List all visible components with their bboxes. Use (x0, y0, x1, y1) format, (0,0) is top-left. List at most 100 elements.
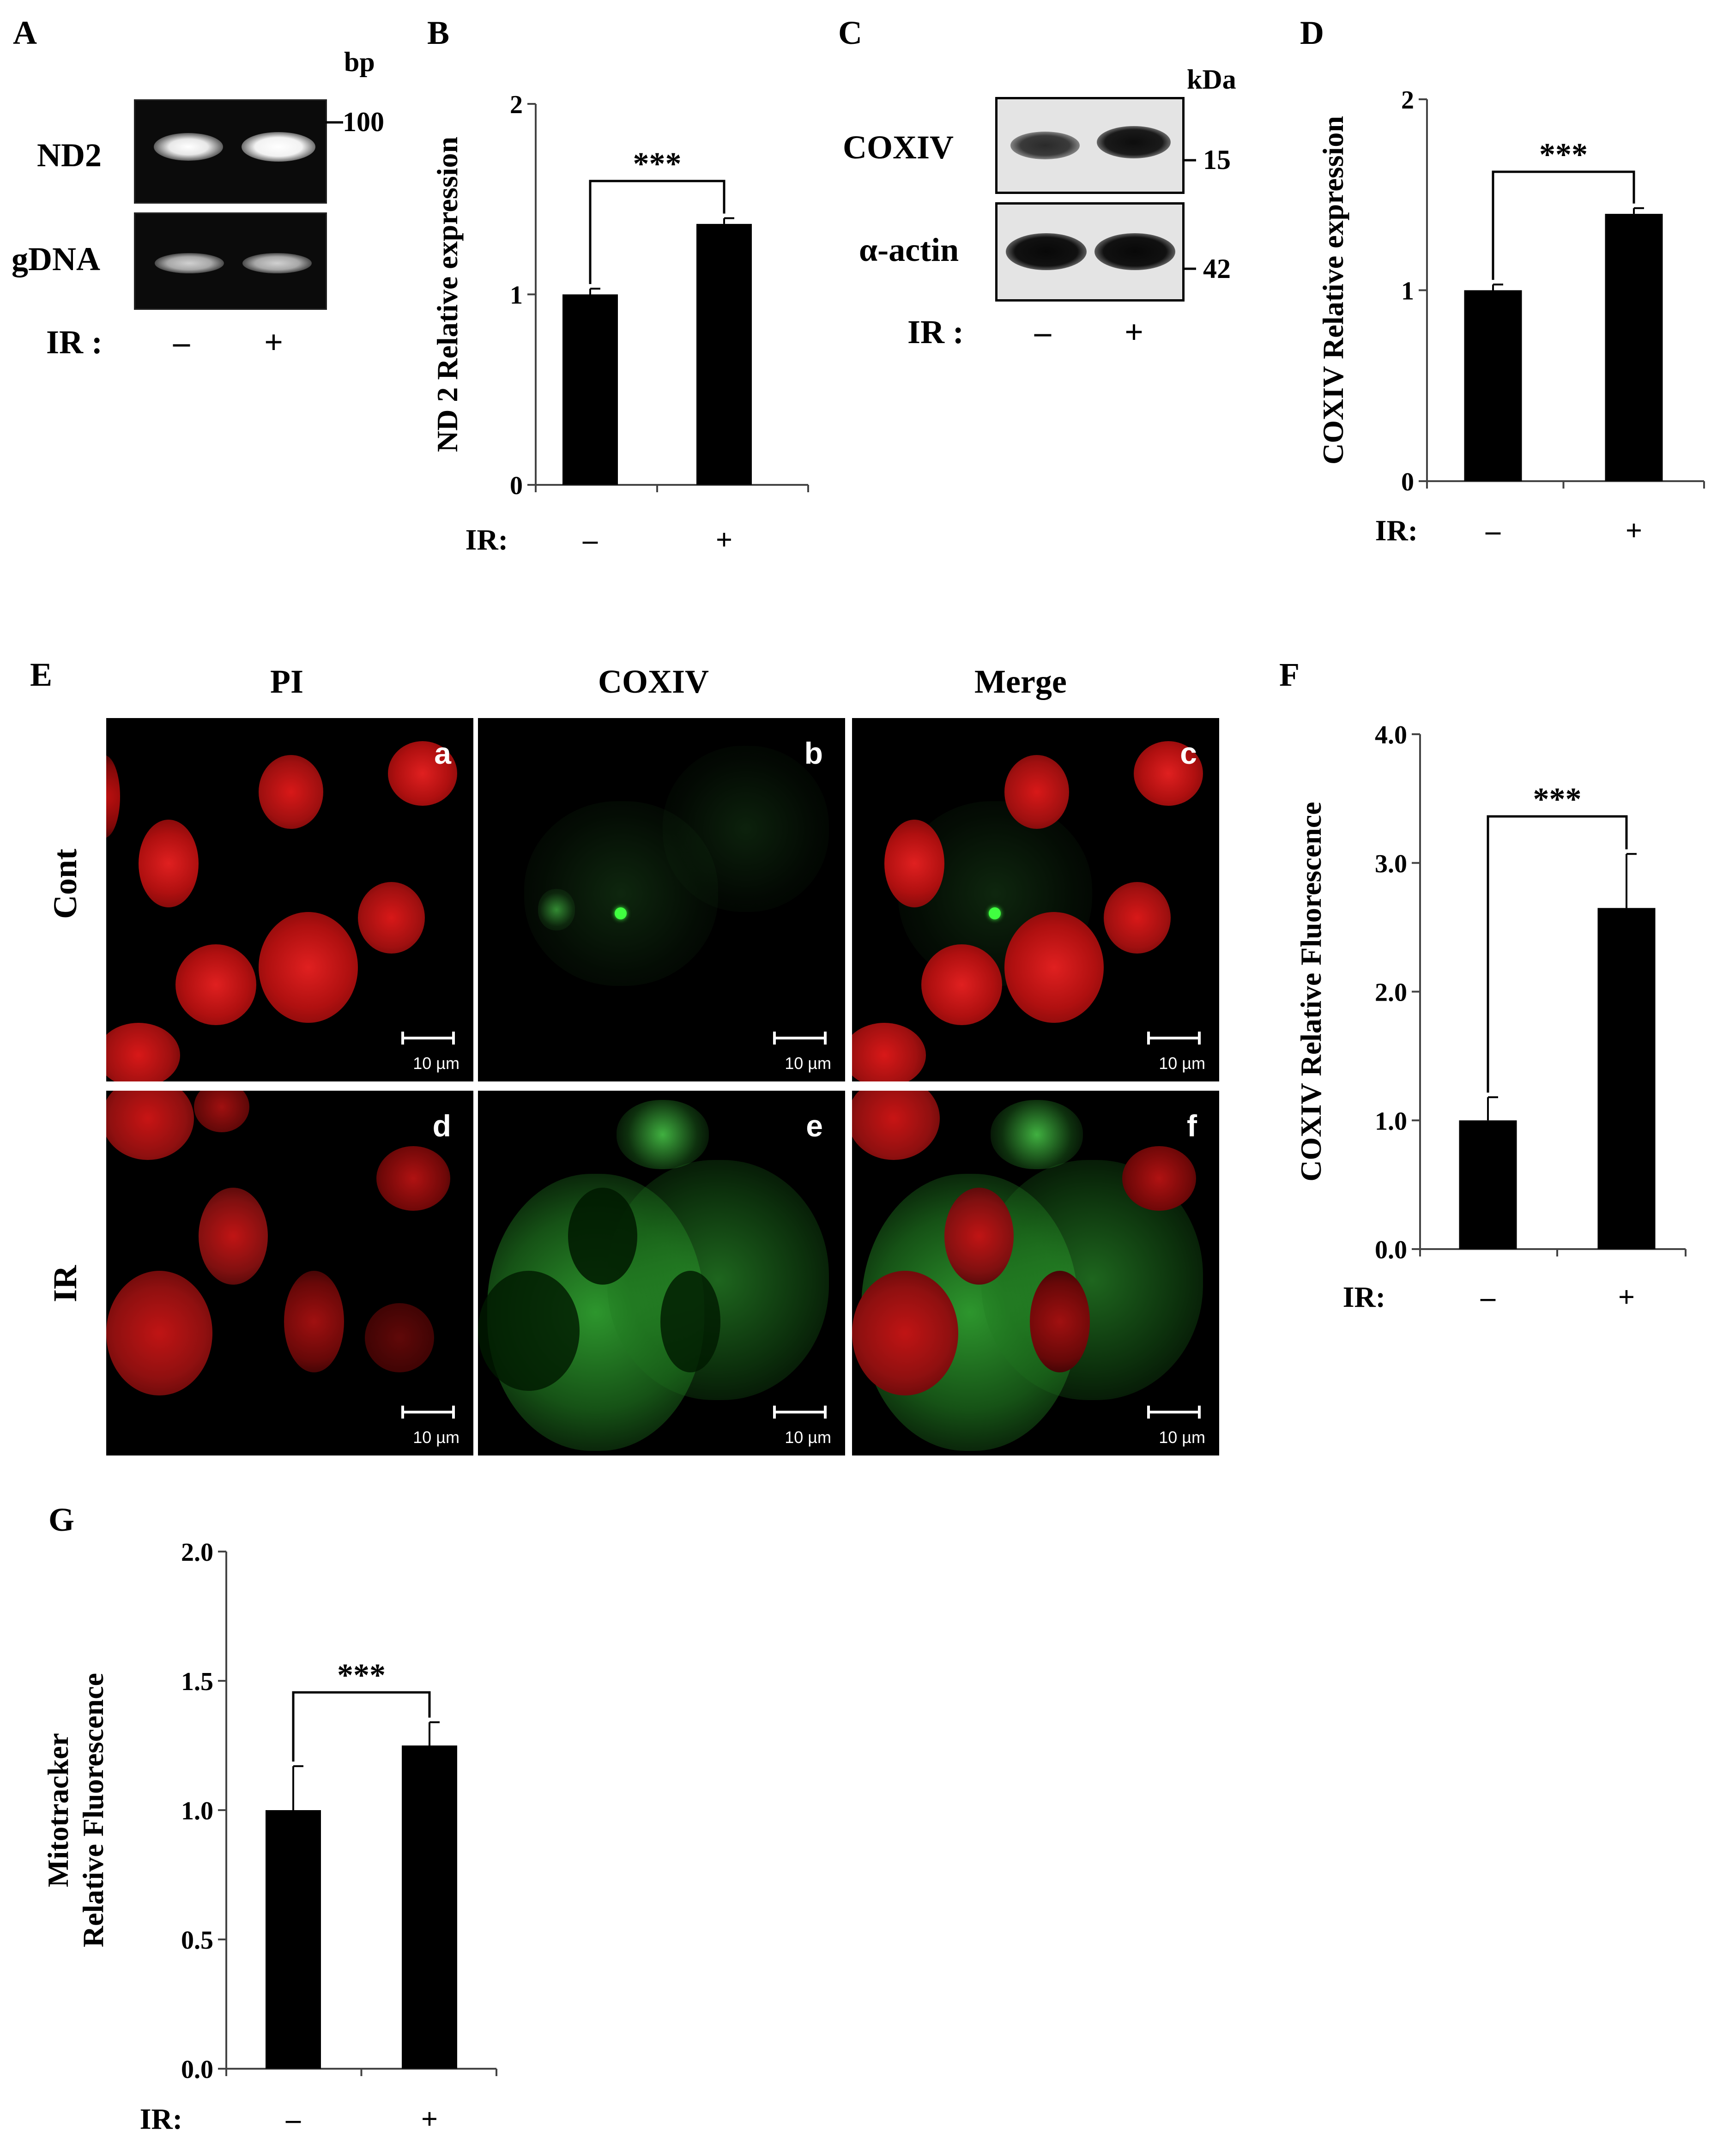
category-label: + (421, 2102, 438, 2135)
gel-band (154, 133, 223, 161)
blot-band (1094, 233, 1175, 270)
gel-band (242, 253, 312, 273)
scale-bar (401, 1032, 455, 1045)
y-tick-label: 4.0 (1375, 721, 1407, 749)
bar (1464, 290, 1522, 481)
category-label: – (1485, 514, 1501, 547)
y-tick-label: 0.5 (181, 1926, 213, 1955)
nucleus (852, 1023, 926, 1081)
chart-g: 0.0 0.5 1.0 1.5 2.0 – + *** IR: Mitotracker Relati… (42, 1538, 497, 2135)
blot-band (1010, 132, 1080, 159)
nucleus (1104, 882, 1171, 954)
micrograph-coxiv-cont: b 10 µm (478, 718, 845, 1081)
column-header-coxiv: COXIV (598, 663, 709, 700)
blot-band (1097, 126, 1171, 158)
panel-a-minus: – (173, 324, 190, 361)
y-tick-label: 0 (1401, 468, 1414, 496)
blot-marker-tick-42 (1182, 267, 1196, 270)
nucleus (106, 755, 120, 838)
nucleus (106, 1023, 180, 1081)
micrograph-pi-ir: d 10 µm (106, 1091, 473, 1455)
nucleus (106, 1271, 212, 1395)
nucleus (852, 1271, 958, 1395)
nucleus (388, 741, 457, 806)
cytoplasm-signal (663, 746, 829, 912)
category-label: – (1480, 1280, 1496, 1313)
panel-a-ir-label: IR : (46, 324, 103, 361)
x-axis-label: IR: (466, 523, 508, 556)
bar (696, 223, 752, 485)
y-tick-label: 0.0 (1375, 1236, 1407, 1264)
cytoplasm-signal (617, 1100, 709, 1169)
y-tick-label: 2 (1401, 86, 1414, 115)
x-axis-label: IR: (1375, 514, 1418, 547)
significance-stars: *** (1539, 137, 1588, 173)
bar (1597, 908, 1656, 1249)
blot-marker-42: 42 (1203, 254, 1231, 284)
nucleus (1004, 755, 1069, 829)
panel-c-plus: + (1125, 314, 1144, 350)
micrograph-merge-cont: c 10 µm (852, 718, 1219, 1081)
gel-marker-100: 100 (343, 107, 384, 137)
y-tick-label: 0.0 (181, 2055, 213, 2084)
panel-letter-e: e (806, 1109, 823, 1143)
y-tick-label: 2.0 (1375, 978, 1407, 1007)
nucleus (284, 1271, 344, 1372)
nucleus (921, 944, 1002, 1025)
scale-bar-label: 10 µm (1159, 1054, 1205, 1073)
significance-stars: *** (1533, 782, 1582, 817)
nucleus (194, 1091, 249, 1132)
nucleus (259, 912, 358, 1023)
panel-c-row-coxiv: COXIV (843, 129, 954, 166)
category-label: + (1626, 514, 1642, 547)
x-axis-label: IR: (140, 2102, 182, 2135)
nucleus (199, 1188, 268, 1285)
panel-c-unit: kDa (1187, 64, 1236, 95)
y-tick-label: 2 (510, 91, 523, 119)
nucleus (139, 820, 199, 907)
y-axis-label: ND 2 Relative expression (431, 137, 464, 452)
blot-marker-15: 15 (1203, 145, 1231, 175)
y-axis-label: Mitotracker (42, 1733, 74, 1887)
scale-bar-label: 10 µm (785, 1428, 831, 1447)
nucleus (376, 1146, 450, 1211)
gel-gdna (134, 212, 327, 310)
chart-f: 0.0 1.0 2.0 3.0 4.0 – + *** IR: COXIV Relative Fl… (1294, 721, 1687, 1313)
y-axis-label: COXIV Relative Fluorescence (1294, 802, 1327, 1181)
panel-letter-d: d (432, 1109, 451, 1143)
y-tick-label: 1.0 (1375, 1107, 1407, 1135)
bar (266, 1810, 321, 2069)
row-label-cont: Cont (47, 848, 84, 919)
panel-label-f: F (1279, 656, 1300, 693)
nucleus (884, 820, 944, 907)
green-dot (615, 907, 627, 919)
bar (402, 1745, 457, 2069)
column-header-pi: PI (270, 663, 303, 700)
scale-bar-label: 10 µm (785, 1054, 831, 1073)
panel-letter-f: f (1187, 1109, 1197, 1143)
y-tick-label: 2.0 (181, 1538, 213, 1567)
scale-bar-label: 10 µm (1159, 1428, 1205, 1447)
category-label: + (1618, 1280, 1635, 1313)
micrograph-coxiv-ir: e 10 µm (478, 1091, 845, 1455)
nucleus (852, 1091, 940, 1160)
nucleus (259, 755, 323, 829)
gel-marker-tick (326, 121, 343, 124)
row-label-ir: IR (47, 1265, 84, 1302)
nucleus (1122, 1146, 1196, 1211)
cytoplasm-signal (538, 889, 575, 930)
gel-band (155, 253, 224, 273)
y-tick-label: 1 (1401, 277, 1414, 306)
column-header-merge: Merge (974, 663, 1067, 700)
blot-coxiv (995, 97, 1185, 194)
nucleus (1030, 1271, 1090, 1372)
nucleus (1134, 741, 1203, 806)
bar (1605, 214, 1663, 482)
gel-band (242, 132, 315, 162)
panel-letter-c: c (1180, 736, 1197, 770)
blot-marker-tick-15 (1182, 159, 1196, 162)
category-label: + (716, 523, 732, 556)
scale-bar-label: 10 µm (413, 1428, 459, 1447)
panel-letter-b: b (804, 736, 823, 770)
panel-label-d: D (1300, 14, 1324, 51)
